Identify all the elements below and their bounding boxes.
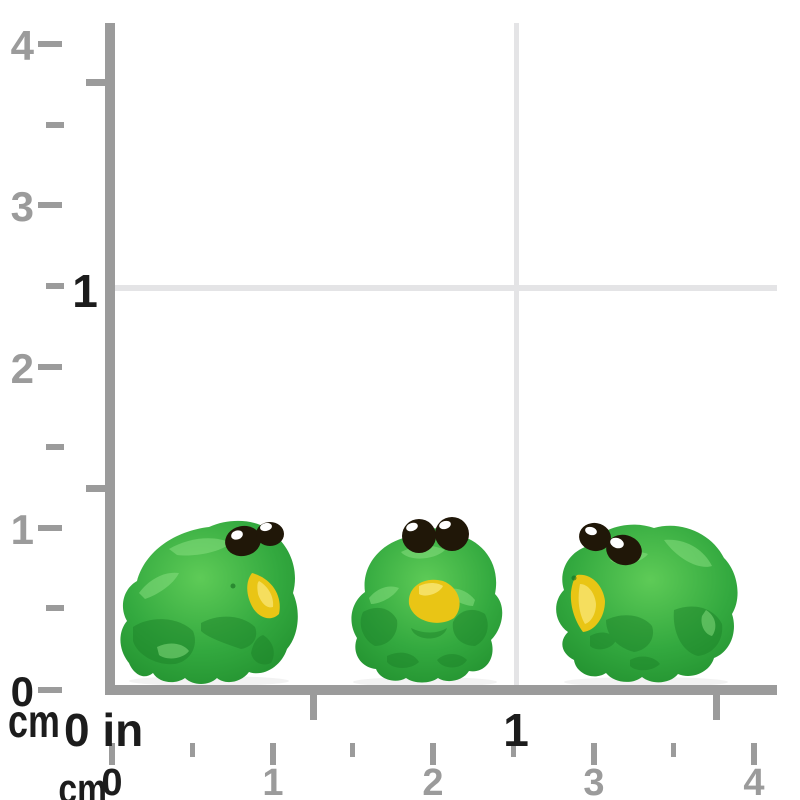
cm-tick bbox=[38, 41, 62, 47]
half-cm-tick bbox=[671, 743, 676, 757]
frog-nostril bbox=[571, 575, 577, 581]
frog-body bbox=[120, 520, 298, 684]
bottom-cm-label-2: 2 bbox=[422, 762, 444, 800]
bottom-cm-label-0: 0 bbox=[101, 762, 123, 800]
left-cm-unit-label: cm bbox=[8, 695, 60, 747]
bottom-inch-label-1: 1 bbox=[503, 704, 529, 756]
cm-tick bbox=[109, 743, 115, 765]
cm-tick bbox=[751, 743, 757, 765]
left-ruler-bar bbox=[105, 23, 115, 690]
frog-eyes bbox=[402, 517, 469, 553]
left-cm-label-0: 0 bbox=[10, 668, 34, 715]
bottom-ruler-bar bbox=[105, 685, 777, 695]
frog-body bbox=[556, 524, 738, 683]
inch-tick bbox=[86, 79, 105, 86]
frog-highlights bbox=[139, 538, 231, 659]
half-cm-tick bbox=[46, 122, 64, 128]
cm-tick bbox=[430, 743, 436, 765]
left-cm-label-3: 3 bbox=[10, 183, 34, 230]
frog-belly-highlight bbox=[257, 581, 274, 608]
left-cm-label-4: 4 bbox=[10, 22, 34, 69]
bottom-cm-unit-label: cm bbox=[58, 765, 107, 800]
cm-tick bbox=[38, 687, 62, 693]
one-inch-gridline-horizontal bbox=[115, 285, 777, 291]
inch-tick bbox=[310, 695, 317, 720]
inch-tick bbox=[713, 695, 720, 720]
left-cm-label-1: 1 bbox=[10, 506, 34, 553]
frog-shadow bbox=[564, 677, 728, 687]
bottom-cm-label-4: 4 bbox=[743, 762, 765, 800]
frog-belly-highlight bbox=[578, 584, 596, 624]
half-cm-tick bbox=[46, 605, 64, 611]
cm-tick bbox=[270, 743, 276, 765]
frog-leg-shading bbox=[360, 607, 488, 668]
one-inch-gridline-vertical bbox=[514, 23, 519, 685]
frog-belly-highlight bbox=[419, 583, 443, 596]
green-frog-figurine-left bbox=[120, 520, 298, 686]
half-cm-tick bbox=[46, 444, 64, 450]
cm-tick bbox=[38, 202, 62, 208]
cm-tick bbox=[591, 743, 597, 765]
green-frog-figurine-center bbox=[351, 517, 503, 687]
half-cm-tick bbox=[46, 283, 64, 289]
bottom-inch-origin-label: 0 in bbox=[64, 704, 144, 756]
frog-eyes bbox=[579, 522, 642, 566]
frog-nostril bbox=[230, 583, 236, 589]
bottom-cm-label-3: 3 bbox=[583, 762, 605, 800]
cm-tick bbox=[38, 525, 62, 531]
half-cm-tick bbox=[350, 743, 355, 757]
half-cm-tick bbox=[511, 743, 516, 757]
frog-eyes bbox=[225, 522, 284, 557]
green-frog-figurine-right bbox=[556, 522, 738, 687]
left-inch-label-1: 1 bbox=[72, 265, 98, 317]
inch-tick bbox=[86, 485, 105, 492]
bottom-cm-label-1: 1 bbox=[262, 762, 284, 800]
left-cm-label-2: 2 bbox=[10, 345, 34, 392]
cm-tick bbox=[38, 364, 62, 370]
half-cm-tick bbox=[190, 743, 195, 757]
